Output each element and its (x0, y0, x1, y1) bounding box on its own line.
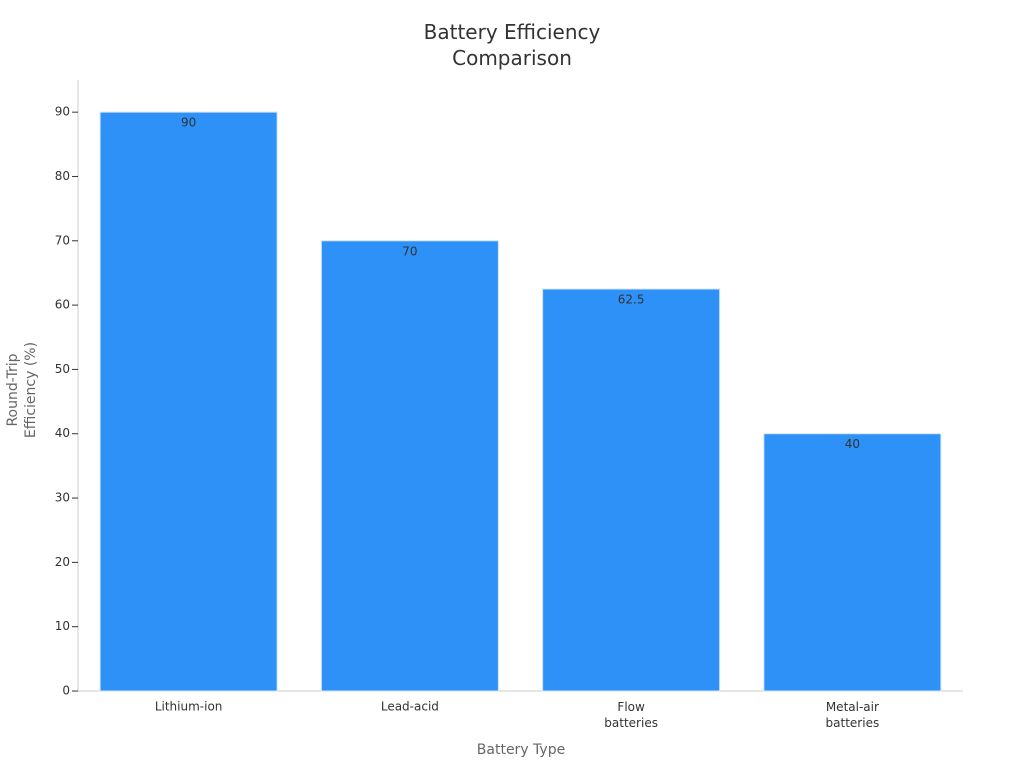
y-tick-label: 70 (55, 233, 70, 247)
x-tick-label: Lead-acid (381, 700, 439, 714)
x-tick-label: Lithium-ion (155, 700, 223, 714)
chart-title: Battery Efficiency Comparison (424, 20, 601, 70)
bar (763, 433, 942, 692)
y-tick-label: 50 (55, 362, 70, 376)
value-label: 62.5 (618, 293, 645, 307)
x-axis-label: Battery Type (477, 742, 565, 758)
y-tick-label: 80 (55, 169, 70, 183)
y-tick-label: 90 (55, 105, 70, 119)
y-tick-label: 0 (62, 684, 70, 698)
y-tick-label: 60 (55, 298, 70, 312)
x-tick-label: Flow batteries (604, 700, 658, 730)
y-axis-label: Round-Trip Efficiency (%) (5, 342, 39, 438)
x-tick-label: Metal-air batteries (826, 700, 880, 730)
y-tick-label: 30 (55, 491, 70, 505)
value-label: 90 (181, 116, 196, 130)
bar (542, 288, 721, 692)
bar (320, 240, 499, 692)
y-tick-label: 40 (55, 426, 70, 440)
value-label: 40 (845, 437, 860, 451)
value-label: 70 (402, 244, 417, 258)
y-tick-label: 20 (55, 555, 70, 569)
bar (99, 111, 278, 692)
y-tick-label: 10 (55, 619, 70, 633)
